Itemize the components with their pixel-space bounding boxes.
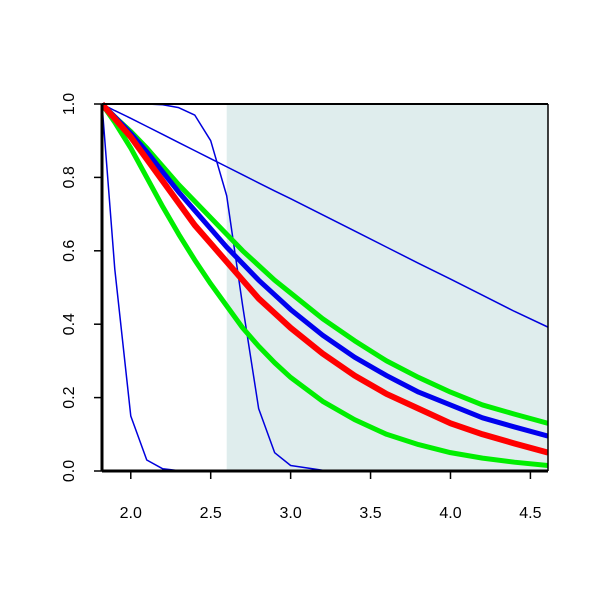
series-line	[102, 102, 548, 456]
series-line	[102, 102, 548, 468]
x-tick-label: 3.0	[280, 505, 302, 522]
y-tick-label: 1.0	[61, 93, 78, 115]
series-line	[102, 102, 548, 426]
y-tick-label: 0.4	[61, 313, 78, 335]
x-tick-label: 2.5	[200, 505, 222, 522]
y-tick-label: 0.8	[61, 166, 78, 188]
y-tick-label: 0.6	[61, 240, 78, 262]
x-tick-label: 4.0	[439, 505, 461, 522]
series-line	[102, 102, 548, 439]
y-tick-label: 0.0	[61, 460, 78, 482]
y-tick-label: 0.2	[61, 386, 78, 408]
x-tick-label: 4.5	[519, 505, 541, 522]
x-tick-label: 2.0	[120, 505, 142, 522]
series-line	[102, 103, 548, 328]
x-tick-label: 3.5	[359, 505, 381, 522]
highlight-region	[226, 104, 548, 471]
